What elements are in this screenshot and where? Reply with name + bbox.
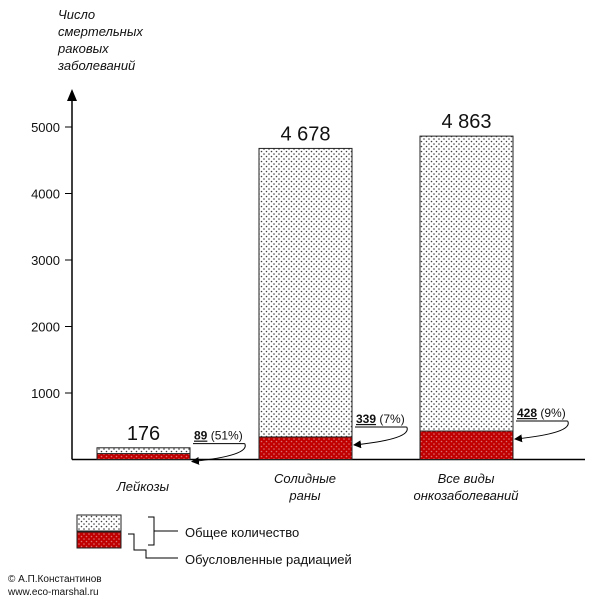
category-label: Солидные раны [273, 471, 337, 503]
legend-swatch [76, 514, 122, 532]
radiation-value: 428 [517, 406, 537, 420]
legend-bracket [128, 533, 178, 559]
radiation-percent: (9%) [540, 406, 565, 420]
bar [258, 436, 353, 461]
radiation-value: 89 [194, 429, 208, 443]
label-arrow [353, 426, 408, 449]
category-label: Все виды онкозаболеваний [413, 471, 519, 503]
copyright: © А.П.Константинов [8, 574, 102, 585]
y-tick-label: 5000 [31, 120, 60, 135]
legend-swatch [76, 531, 122, 549]
bar [419, 430, 514, 460]
radiation-label: 89 (51%) [194, 429, 243, 443]
y-tick-label: 1000 [31, 386, 60, 401]
radiation-label: 428 (9%) [517, 406, 566, 420]
website: www.eco-marshal.ru [8, 587, 99, 598]
legend-label: Общее количество [185, 525, 300, 540]
legend-bracket [148, 516, 178, 546]
legend-label: Обусловленные радиацией [185, 552, 352, 567]
label-arrow [191, 443, 246, 465]
bar [419, 135, 514, 460]
y-tick-label: 2000 [31, 320, 60, 335]
bar [258, 147, 353, 460]
radiation-label: 339 (7%) [356, 412, 405, 426]
y-axis-arrow [67, 89, 77, 101]
y-tick-label: 4000 [31, 187, 60, 202]
value-label: 4 678 [280, 123, 330, 145]
category-label: Лейкозы [116, 479, 170, 494]
y-axis-label: Число смертельных раковых заболеваний [58, 7, 143, 73]
radiation-percent: (7%) [379, 412, 404, 426]
value-label: 176 [127, 423, 160, 445]
bar [96, 453, 191, 461]
radiation-value: 339 [356, 412, 376, 426]
label-arrow [514, 420, 569, 443]
value-label: 4 863 [441, 111, 491, 133]
radiation-percent: (51%) [211, 429, 243, 443]
y-tick-label: 3000 [31, 253, 60, 268]
